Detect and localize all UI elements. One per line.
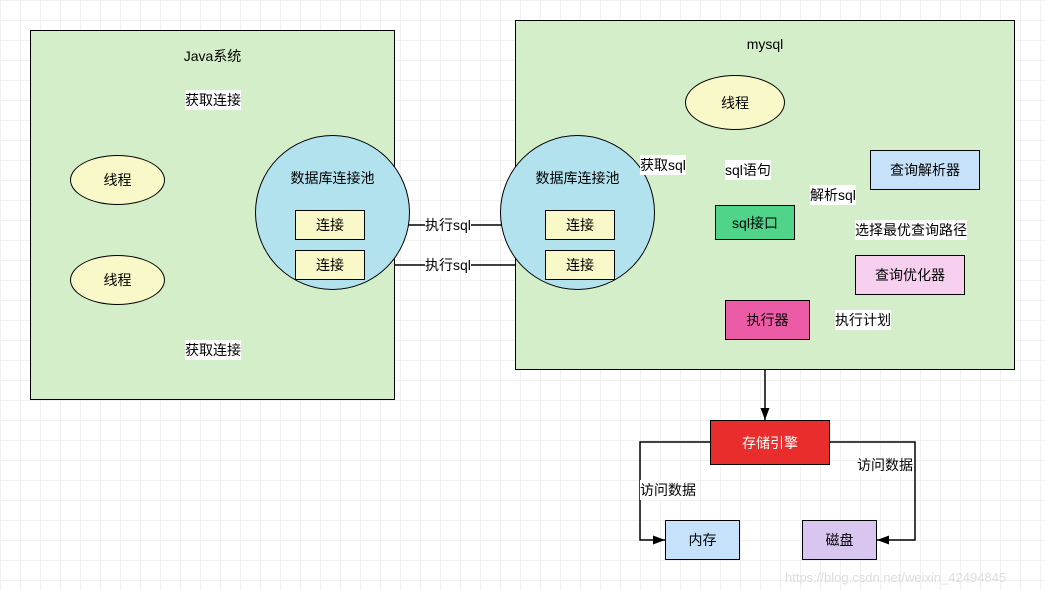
- shape-parser: 查询解析器: [870, 150, 980, 190]
- shape-conn_l2: 连接: [295, 250, 365, 280]
- shape-label-memory: 内存: [689, 530, 717, 550]
- edge-label-get_conn_top: 获取连接: [185, 90, 241, 110]
- shape-conn_r2: 连接: [545, 250, 615, 280]
- shape-label-optimizer: 查询优化器: [875, 265, 945, 285]
- shape-label-conn_r1: 连接: [566, 215, 594, 235]
- shape-title-pool_right: 数据库连接池: [501, 168, 654, 188]
- edge-label-get_sql: 获取sql: [640, 155, 686, 175]
- shape-memory: 内存: [665, 520, 740, 560]
- shape-label-thread_left_top: 线程: [104, 170, 132, 190]
- shape-title-pool_left: 数据库连接池: [256, 168, 409, 188]
- shape-label-conn_r2: 连接: [566, 255, 594, 275]
- shape-label-thread_mysql: 线程: [721, 93, 749, 113]
- shape-thread_left_top: 线程: [70, 155, 165, 205]
- panel-title-java: Java系统: [31, 46, 394, 66]
- edge-label-exec_sql_2: 执行sql: [425, 255, 471, 275]
- shape-optimizer: 查询优化器: [855, 255, 965, 295]
- watermark: https://blog.csdn.net/weixin_42494845: [785, 570, 1006, 585]
- edge-label-visit_data_l: 访问数据: [640, 480, 696, 500]
- shape-executor: 执行器: [725, 300, 810, 340]
- shape-storage: 存储引擎: [710, 420, 830, 465]
- shape-thread_left_bot: 线程: [70, 255, 165, 305]
- edge-label-exec_sql_1: 执行sql: [425, 215, 471, 235]
- shape-label-disk: 磁盘: [826, 530, 854, 550]
- shape-label-storage: 存储引擎: [742, 433, 798, 453]
- shape-label-conn_l2: 连接: [316, 255, 344, 275]
- shape-thread_mysql: 线程: [685, 75, 785, 130]
- edge-label-sql_stmt: sql语句: [725, 160, 771, 180]
- edge-label-parse_sql: 解析sql: [810, 185, 856, 205]
- shape-sql_if: sql接口: [715, 205, 795, 240]
- edge-label-exec_plan: 执行计划: [835, 310, 891, 330]
- edge-label-visit_data_r: 访问数据: [857, 455, 913, 475]
- shape-conn_l1: 连接: [295, 210, 365, 240]
- edge-label-choose_path: 选择最优查询路径: [855, 220, 967, 240]
- shape-conn_r1: 连接: [545, 210, 615, 240]
- panel-title-mysql: mysql: [516, 36, 1014, 52]
- shape-disk: 磁盘: [802, 520, 877, 560]
- shape-label-executor: 执行器: [747, 310, 789, 330]
- shape-label-sql_if: sql接口: [732, 213, 778, 233]
- shape-label-thread_left_bot: 线程: [104, 270, 132, 290]
- shape-label-conn_l1: 连接: [316, 215, 344, 235]
- edge-label-get_conn_bot: 获取连接: [185, 340, 241, 360]
- shape-label-parser: 查询解析器: [890, 160, 960, 180]
